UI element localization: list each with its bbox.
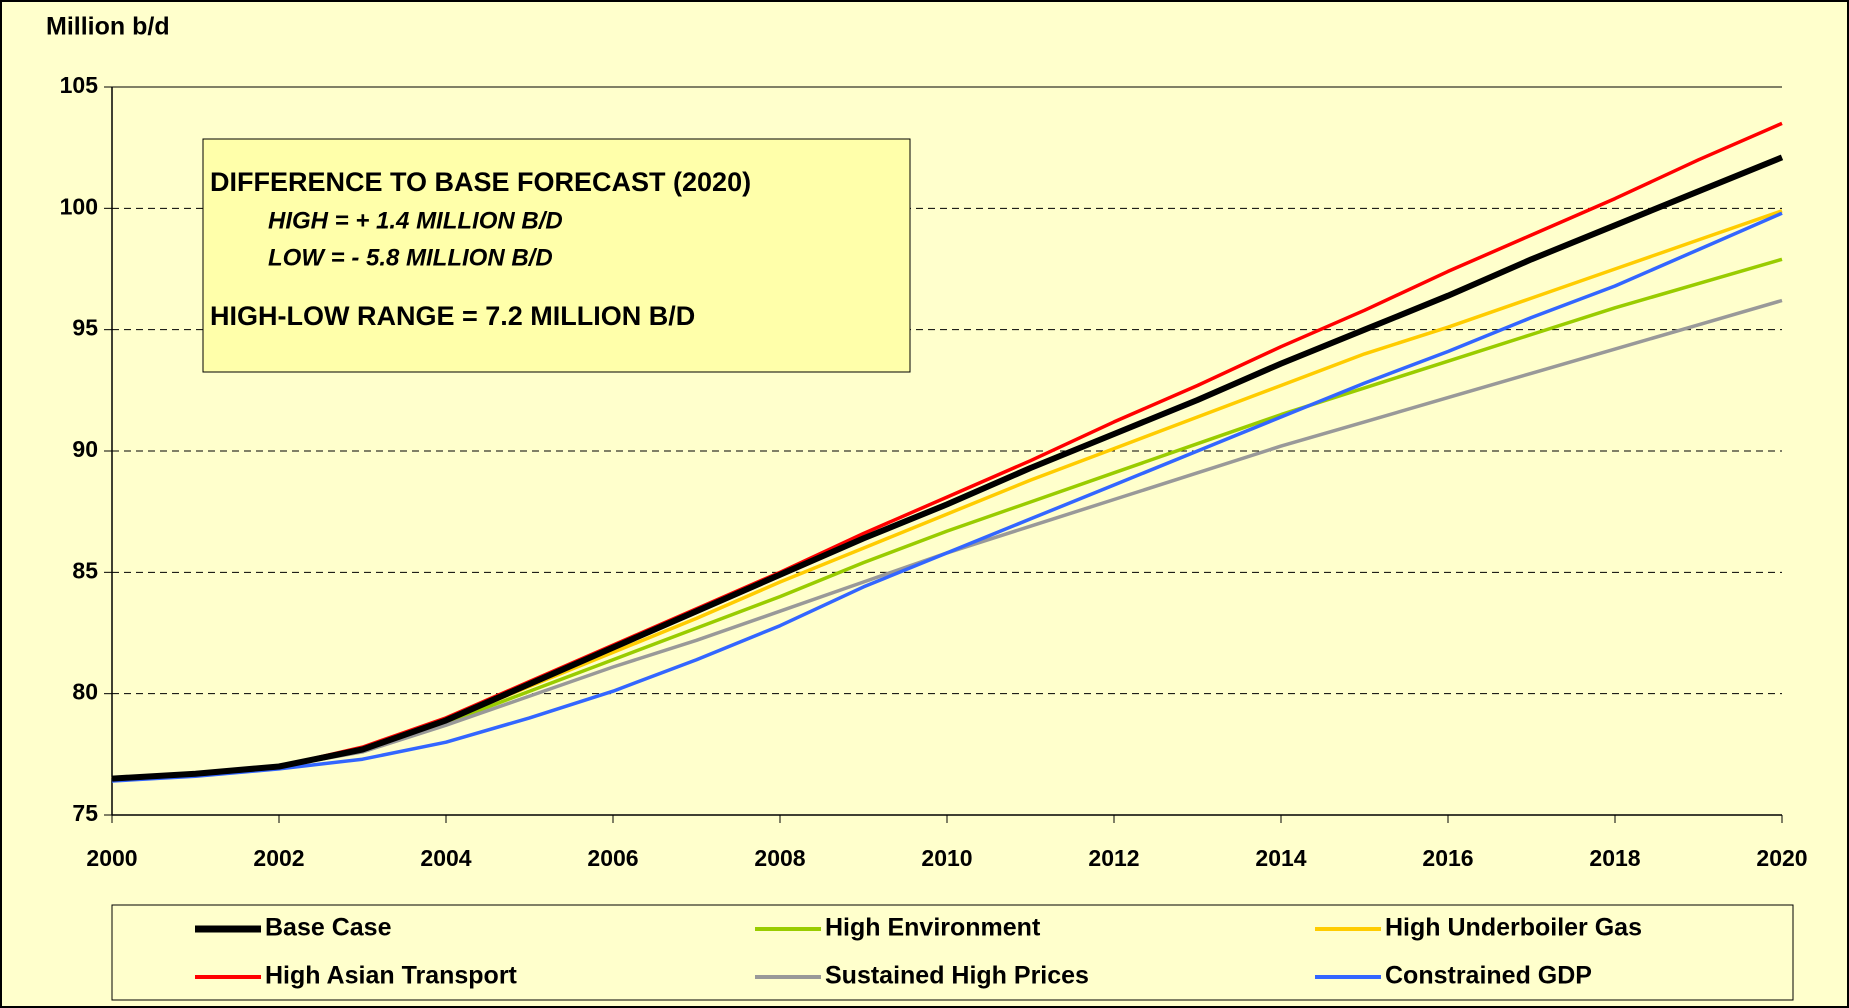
series-line [111,154,1784,782]
legend-label: High Underboiler Gas [1385,914,1642,942]
annotation-box [202,138,911,373]
x-tick-label: 2006 [587,845,638,871]
x-tick-label: 2020 [1756,845,1807,871]
x-tick-label: 2018 [1589,845,1640,871]
annotation-title: DIFFERENCE TO BASE FORECAST (2020) [210,167,751,197]
legend-label: Base Case [265,914,392,942]
legend-label: High Environment [825,914,1041,942]
x-tick-label: 2004 [420,845,471,871]
annotation-range: HIGH-LOW RANGE = 7.2 MILLION B/D [210,301,695,331]
legend-label: High Asian Transport [265,962,518,990]
x-tick-label: 2000 [86,845,137,871]
y-axis-label: Million b/d [46,13,170,41]
series-line [111,211,1783,783]
y-tick-label: 90 [72,436,98,462]
y-tick-label: 80 [72,679,98,705]
x-tick-label: 2002 [253,845,304,871]
legend-label: Constrained GDP [1385,962,1592,990]
x-tick-label: 2016 [1422,845,1473,871]
x-tick-label: 2012 [1088,845,1139,871]
x-tick-label: 2010 [921,845,972,871]
y-tick-label: 105 [60,72,99,98]
x-tick-label: 2014 [1255,845,1306,871]
x-tick-label: 2008 [754,845,805,871]
y-tick-label: 100 [60,193,98,219]
annotation-low: LOW = - 5.8 MILLION B/D [268,244,553,271]
legend [111,904,1794,1001]
plot: 75 80 85 90 95 100 105 2000 2002 2004 2006 2008 2010… [60,72,1808,871]
y-tick-label: 75 [72,800,98,826]
legend-label: Sustained High Prices [825,962,1089,990]
y-tick-label: 85 [72,557,98,583]
annotation-high: HIGH = + 1.4 MILLION B/D [268,207,563,234]
y-tick-label: 95 [72,315,98,341]
